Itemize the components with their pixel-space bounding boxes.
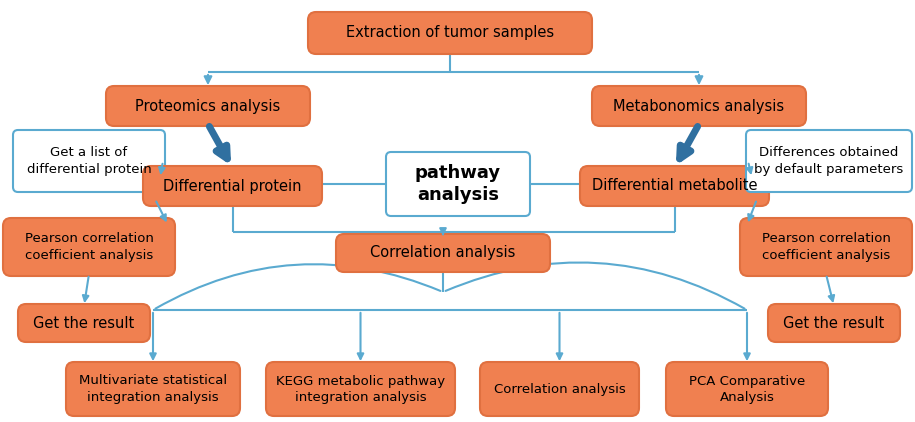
FancyBboxPatch shape	[266, 362, 455, 416]
FancyBboxPatch shape	[13, 130, 165, 192]
Text: Metabonomics analysis: Metabonomics analysis	[613, 98, 784, 114]
Text: Correlation analysis: Correlation analysis	[371, 246, 516, 260]
Text: Proteomics analysis: Proteomics analysis	[135, 98, 281, 114]
Text: Get a list of
differential protein: Get a list of differential protein	[27, 146, 151, 176]
FancyBboxPatch shape	[386, 152, 530, 216]
FancyBboxPatch shape	[592, 86, 806, 126]
FancyBboxPatch shape	[580, 166, 769, 206]
Text: Get the result: Get the result	[33, 316, 135, 330]
FancyBboxPatch shape	[480, 362, 639, 416]
Text: Pearson correlation
coefficient analysis: Pearson correlation coefficient analysis	[25, 233, 154, 262]
FancyBboxPatch shape	[666, 362, 828, 416]
FancyBboxPatch shape	[66, 362, 240, 416]
Text: Multivariate statistical
integration analysis: Multivariate statistical integration ana…	[79, 374, 227, 403]
FancyBboxPatch shape	[106, 86, 310, 126]
Text: Extraction of tumor samples: Extraction of tumor samples	[346, 25, 554, 41]
Text: KEGG metabolic pathway
integration analysis: KEGG metabolic pathway integration analy…	[276, 374, 445, 403]
Text: Correlation analysis: Correlation analysis	[493, 382, 625, 395]
FancyBboxPatch shape	[768, 304, 900, 342]
FancyBboxPatch shape	[143, 166, 322, 206]
Text: Differential protein: Differential protein	[163, 179, 302, 194]
FancyBboxPatch shape	[18, 304, 150, 342]
FancyBboxPatch shape	[3, 218, 175, 276]
Text: Differential metabolite: Differential metabolite	[592, 179, 758, 194]
Text: PCA Comparative
Analysis: PCA Comparative Analysis	[689, 374, 805, 403]
Text: Differences obtained
by default parameters: Differences obtained by default paramete…	[754, 146, 904, 176]
FancyBboxPatch shape	[746, 130, 912, 192]
FancyBboxPatch shape	[308, 12, 592, 54]
FancyBboxPatch shape	[336, 234, 550, 272]
Text: Pearson correlation
coefficient analysis: Pearson correlation coefficient analysis	[761, 233, 890, 262]
Text: pathway
analysis: pathway analysis	[414, 164, 501, 204]
Text: Get the result: Get the result	[783, 316, 885, 330]
FancyBboxPatch shape	[740, 218, 912, 276]
